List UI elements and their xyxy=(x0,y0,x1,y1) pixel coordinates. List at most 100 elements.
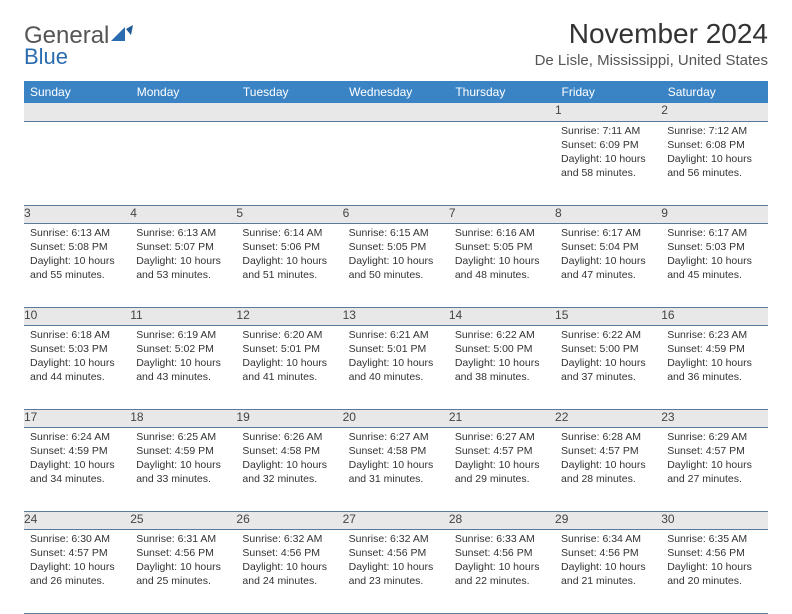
daylight-text: Daylight: 10 hours and 34 minutes. xyxy=(30,458,124,486)
day-cell: Sunrise: 6:19 AMSunset: 5:02 PMDaylight:… xyxy=(130,325,236,409)
daylight-text: Daylight: 10 hours and 29 minutes. xyxy=(455,458,549,486)
sunrise-text: Sunrise: 6:28 AM xyxy=(561,430,655,444)
day-cell: Sunrise: 6:27 AMSunset: 4:57 PMDaylight:… xyxy=(449,427,555,511)
day-number-cell: 5 xyxy=(236,205,342,223)
daylight-text: Daylight: 10 hours and 51 minutes. xyxy=(242,254,336,282)
day-info: Sunrise: 6:18 AMSunset: 5:03 PMDaylight:… xyxy=(24,326,130,389)
daylight-text: Daylight: 10 hours and 32 minutes. xyxy=(242,458,336,486)
daylight-text: Daylight: 10 hours and 36 minutes. xyxy=(667,356,761,384)
daylight-text: Daylight: 10 hours and 28 minutes. xyxy=(561,458,655,486)
sunrise-text: Sunrise: 6:35 AM xyxy=(667,532,761,546)
sunrise-text: Sunrise: 7:12 AM xyxy=(667,124,761,138)
day-info-row: Sunrise: 6:18 AMSunset: 5:03 PM Daylight:… xyxy=(24,325,768,409)
day-info: Sunrise: 6:13 AMSunset: 5:08 PMDaylight:… xyxy=(24,224,130,287)
sunset-text: Sunset: 5:03 PM xyxy=(30,342,124,356)
calendar-header-row: SundayMondayTuesdayWednesdayThursdayFrid… xyxy=(24,81,768,103)
sunset-text: Sunset: 4:59 PM xyxy=(30,444,124,458)
sunrise-text: Sunrise: 6:32 AM xyxy=(349,532,443,546)
daylight-text: Daylight: 10 hours and 25 minutes. xyxy=(136,560,230,588)
day-info: Sunrise: 6:19 AMSunset: 5:02 PMDaylight:… xyxy=(130,326,236,389)
day-cell xyxy=(449,121,555,205)
day-info: Sunrise: 6:31 AMSunset: 4:56 PMDaylight:… xyxy=(130,530,236,593)
daylight-text: Daylight: 10 hours and 45 minutes. xyxy=(667,254,761,282)
sunrise-text: Sunrise: 6:15 AM xyxy=(349,226,443,240)
day-info: Sunrise: 6:21 AMSunset: 5:01 PMDaylight:… xyxy=(343,326,449,389)
day-cell xyxy=(343,121,449,205)
day-number-cell: 22 xyxy=(555,409,661,427)
sunrise-text: Sunrise: 6:16 AM xyxy=(455,226,549,240)
daylight-text: Daylight: 10 hours and 55 minutes. xyxy=(30,254,124,282)
day-cell: Sunrise: 6:22 AMSunset: 5:00 PMDaylight:… xyxy=(555,325,661,409)
sunrise-text: Sunrise: 6:19 AM xyxy=(136,328,230,342)
day-cell: Sunrise: 6:33 AMSunset: 4:56 PMDaylight:… xyxy=(449,529,555,613)
day-number-cell: 21 xyxy=(449,409,555,427)
flag-icon xyxy=(111,22,133,50)
sunrise-text: Sunrise: 6:17 AM xyxy=(667,226,761,240)
daylight-text: Daylight: 10 hours and 53 minutes. xyxy=(136,254,230,282)
day-number-cell: 30 xyxy=(661,511,767,529)
daylight-text: Daylight: 10 hours and 31 minutes. xyxy=(349,458,443,486)
day-number-cell: 28 xyxy=(449,511,555,529)
sunrise-text: Sunrise: 6:30 AM xyxy=(30,532,124,546)
day-cell: Sunrise: 6:29 AMSunset: 4:57 PMDaylight:… xyxy=(661,427,767,511)
day-cell: Sunrise: 6:28 AMSunset: 4:57 PMDaylight:… xyxy=(555,427,661,511)
daylight-text: Daylight: 10 hours and 26 minutes. xyxy=(30,560,124,588)
sunset-text: Sunset: 6:09 PM xyxy=(561,138,655,152)
day-info-row: Sunrise: 6:13 AMSunset: 5:08 PMDaylight:… xyxy=(24,223,768,307)
day-info: Sunrise: 7:11 AMSunset: 6:09 PMDaylight:… xyxy=(555,122,661,185)
sunrise-text: Sunrise: 6:23 AM xyxy=(667,328,761,342)
sunset-text: Sunset: 5:01 PM xyxy=(242,342,336,356)
day-number-cell: 19 xyxy=(236,409,342,427)
day-number-cell: 11 xyxy=(130,307,236,325)
day-info: Sunrise: 6:35 AMSunset: 4:56 PMDaylight:… xyxy=(661,530,767,593)
day-cell: Sunrise: 6:18 AMSunset: 5:03 PMDaylight:… xyxy=(24,325,130,409)
logo-text-2: Blue xyxy=(24,44,68,70)
title-block: November 2024 De Lisle, Mississippi, Uni… xyxy=(535,18,768,69)
sunrise-text: Sunrise: 6:13 AM xyxy=(136,226,230,240)
weekday-header: Thursday xyxy=(449,81,555,103)
sunrise-text: Sunrise: 6:22 AM xyxy=(455,328,549,342)
day-info: Sunrise: 6:23 AMSunset: 4:59 PMDaylight:… xyxy=(661,326,767,389)
day-number-row: 10111213141516 xyxy=(24,307,768,325)
sunrise-text: Sunrise: 7:11 AM xyxy=(561,124,655,138)
sunset-text: Sunset: 4:57 PM xyxy=(561,444,655,458)
day-cell: Sunrise: 7:11 AMSunset: 6:09 PMDaylight:… xyxy=(555,121,661,205)
weekday-header: Sunday xyxy=(24,81,130,103)
day-number-cell: 17 xyxy=(24,409,130,427)
day-cell: Sunrise: 6:34 AMSunset: 4:56 PMDaylight:… xyxy=(555,529,661,613)
daylight-text: Daylight: 10 hours and 37 minutes. xyxy=(561,356,655,384)
day-number-cell: 29 xyxy=(555,511,661,529)
daylight-text: Daylight: 10 hours and 47 minutes. xyxy=(561,254,655,282)
weekday-header: Tuesday xyxy=(236,81,342,103)
sunrise-text: Sunrise: 6:26 AM xyxy=(242,430,336,444)
day-cell xyxy=(130,121,236,205)
day-cell: Sunrise: 6:21 AMSunset: 5:01 PMDaylight:… xyxy=(343,325,449,409)
day-number-row: 3456789 xyxy=(24,205,768,223)
day-number-cell xyxy=(343,103,449,121)
sunrise-text: Sunrise: 6:24 AM xyxy=(30,430,124,444)
daylight-text: Daylight: 10 hours and 50 minutes. xyxy=(349,254,443,282)
day-number-cell: 1 xyxy=(555,103,661,121)
sunrise-text: Sunrise: 6:18 AM xyxy=(30,328,124,342)
sunrise-text: Sunrise: 6:25 AM xyxy=(136,430,230,444)
day-info-row: Sunrise: 6:30 AMSunset: 4:57 PMDaylight:… xyxy=(24,529,768,613)
sunrise-text: Sunrise: 6:27 AM xyxy=(455,430,549,444)
day-number-cell: 7 xyxy=(449,205,555,223)
day-cell: Sunrise: 6:16 AMSunset: 5:05 PMDaylight:… xyxy=(449,223,555,307)
day-info: Sunrise: 6:24 AMSunset: 4:59 PMDaylight:… xyxy=(24,428,130,491)
sunset-text: Sunset: 4:57 PM xyxy=(667,444,761,458)
daylight-text: Daylight: 10 hours and 23 minutes. xyxy=(349,560,443,588)
day-cell: Sunrise: 6:25 AMSunset: 4:59 PMDaylight:… xyxy=(130,427,236,511)
daylight-text: Daylight: 10 hours and 56 minutes. xyxy=(667,152,761,180)
calendar-body: 12Sunrise: 7:11 AMSunset: 6:09 PMDayligh… xyxy=(24,103,768,613)
day-cell: Sunrise: 6:20 AMSunset: 5:01 PMDaylight:… xyxy=(236,325,342,409)
day-info: Sunrise: 6:25 AMSunset: 4:59 PMDaylight:… xyxy=(130,428,236,491)
day-number-cell: 8 xyxy=(555,205,661,223)
daylight-text: Daylight: 10 hours and 24 minutes. xyxy=(242,560,336,588)
sunset-text: Sunset: 4:56 PM xyxy=(349,546,443,560)
sunset-text: Sunset: 4:58 PM xyxy=(349,444,443,458)
daylight-text: Daylight: 10 hours and 58 minutes. xyxy=(561,152,655,180)
day-number-cell xyxy=(24,103,130,121)
day-info: Sunrise: 6:29 AMSunset: 4:57 PMDaylight:… xyxy=(661,428,767,491)
day-cell: Sunrise: 7:12 AMSunset: 6:08 PMDaylight:… xyxy=(661,121,767,205)
